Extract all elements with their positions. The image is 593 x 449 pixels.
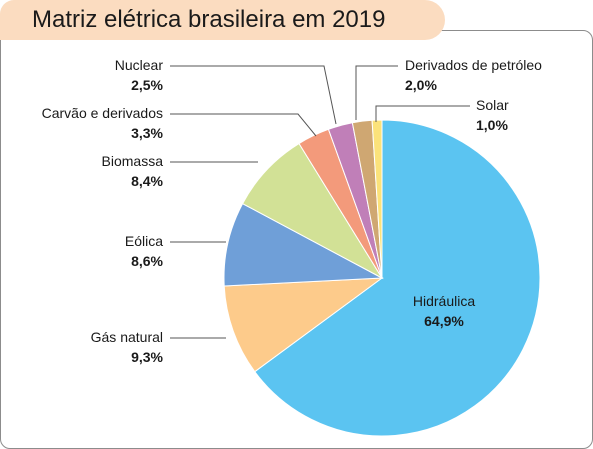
slice-value-label: 9,3% (131, 349, 163, 365)
slice-label: Solar (476, 97, 509, 113)
chart-title: Matriz elétrica brasileira em 2019 (32, 6, 386, 33)
pie-slice-e-lica (223, 202, 384, 287)
slice-label: Eólica (125, 233, 163, 249)
slice-label: Hidráulica (413, 293, 475, 309)
leader-line (375, 105, 470, 122)
title-tab: Matriz elétrica brasileira em 2019 (0, 0, 445, 40)
slice-value-label: 8,6% (131, 253, 163, 269)
slice-label: Nuclear (115, 57, 164, 73)
leader-line (355, 65, 398, 120)
slice-label: Carvão e derivados (42, 105, 163, 121)
slice-value-label: 2,5% (131, 77, 163, 93)
pie-slice-solar (371, 119, 383, 279)
pie-slice-g-s-natural (223, 277, 384, 373)
slice-label: Gás natural (91, 329, 163, 345)
slice-label: Derivados de petróleo (405, 57, 542, 73)
slice-value-label: 2,0% (405, 77, 437, 93)
pie-slice-hidr-ulica (254, 119, 541, 437)
slice-label: Biomassa (102, 153, 164, 169)
slice-value-label: 8,4% (131, 173, 163, 189)
slice-value-label: 3,3% (131, 125, 163, 141)
slice-value-label: 64,9% (424, 313, 464, 329)
slice-value-label: 1,0% (476, 117, 508, 133)
leader-line (170, 113, 317, 137)
leader-line (170, 65, 337, 125)
